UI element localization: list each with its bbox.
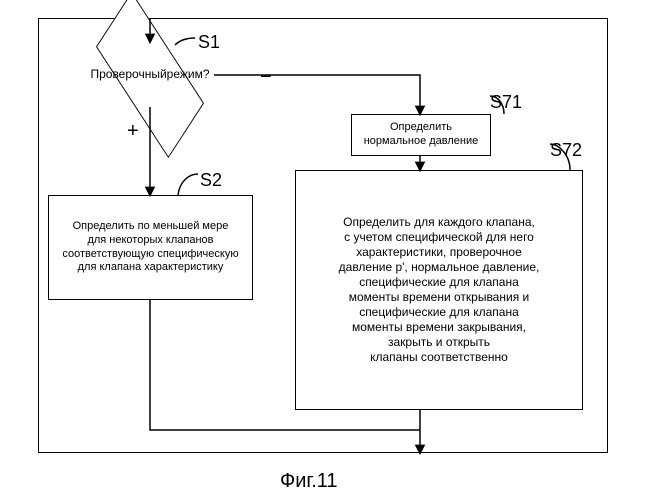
decision-node: Проверочныйрежим?: [85, 43, 215, 107]
label-minus: −: [260, 66, 272, 89]
decision-label: Проверочныйрежим?: [85, 43, 215, 107]
flowchart-canvas: Проверочныйрежим? S1 + − Определитьнорма…: [0, 0, 654, 500]
label-s71: S71: [490, 92, 522, 113]
process-s72-text: Определить для каждого клапана,с учетом …: [339, 215, 540, 365]
label-s1: S1: [198, 32, 220, 53]
process-s71: Определитьнормальное давление: [351, 114, 491, 156]
label-s2: S2: [200, 170, 222, 191]
process-s71-text: Определитьнормальное давление: [364, 121, 479, 149]
label-s72: S72: [550, 140, 582, 161]
figure-caption: Фиг.11: [280, 470, 338, 493]
process-s2-text: Определить по меньшей мередля некоторых …: [62, 220, 238, 275]
process-s2: Определить по меньшей мередля некоторых …: [48, 195, 253, 300]
process-s72: Определить для каждого клапана,с учетом …: [295, 170, 583, 410]
label-plus: +: [127, 120, 139, 143]
